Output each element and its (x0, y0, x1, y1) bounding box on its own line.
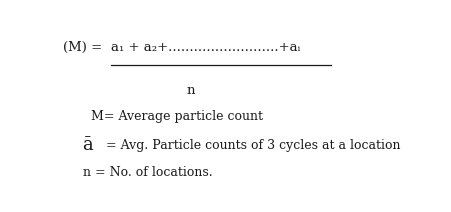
Text: ā: ā (83, 136, 93, 154)
Text: a₁ + a₂+..........................+aᵢ: a₁ + a₂+..........................+aᵢ (110, 41, 300, 54)
Text: n = No. of locations.: n = No. of locations. (83, 166, 212, 179)
Text: M= Average particle count: M= Average particle count (92, 110, 263, 123)
Text: = Avg. Particle counts of 3 cycles at a location: = Avg. Particle counts of 3 cycles at a … (102, 139, 400, 152)
Text: (M) =: (M) = (63, 41, 107, 54)
Text: n: n (187, 84, 195, 97)
